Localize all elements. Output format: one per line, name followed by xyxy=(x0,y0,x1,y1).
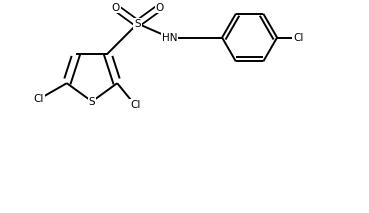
Text: O: O xyxy=(111,3,120,13)
Text: HN: HN xyxy=(162,33,177,43)
Text: S: S xyxy=(134,19,141,29)
Text: Cl: Cl xyxy=(293,33,303,43)
Text: O: O xyxy=(155,3,164,13)
Text: S: S xyxy=(89,96,95,106)
Text: Cl: Cl xyxy=(130,100,140,110)
Text: Cl: Cl xyxy=(34,94,44,104)
